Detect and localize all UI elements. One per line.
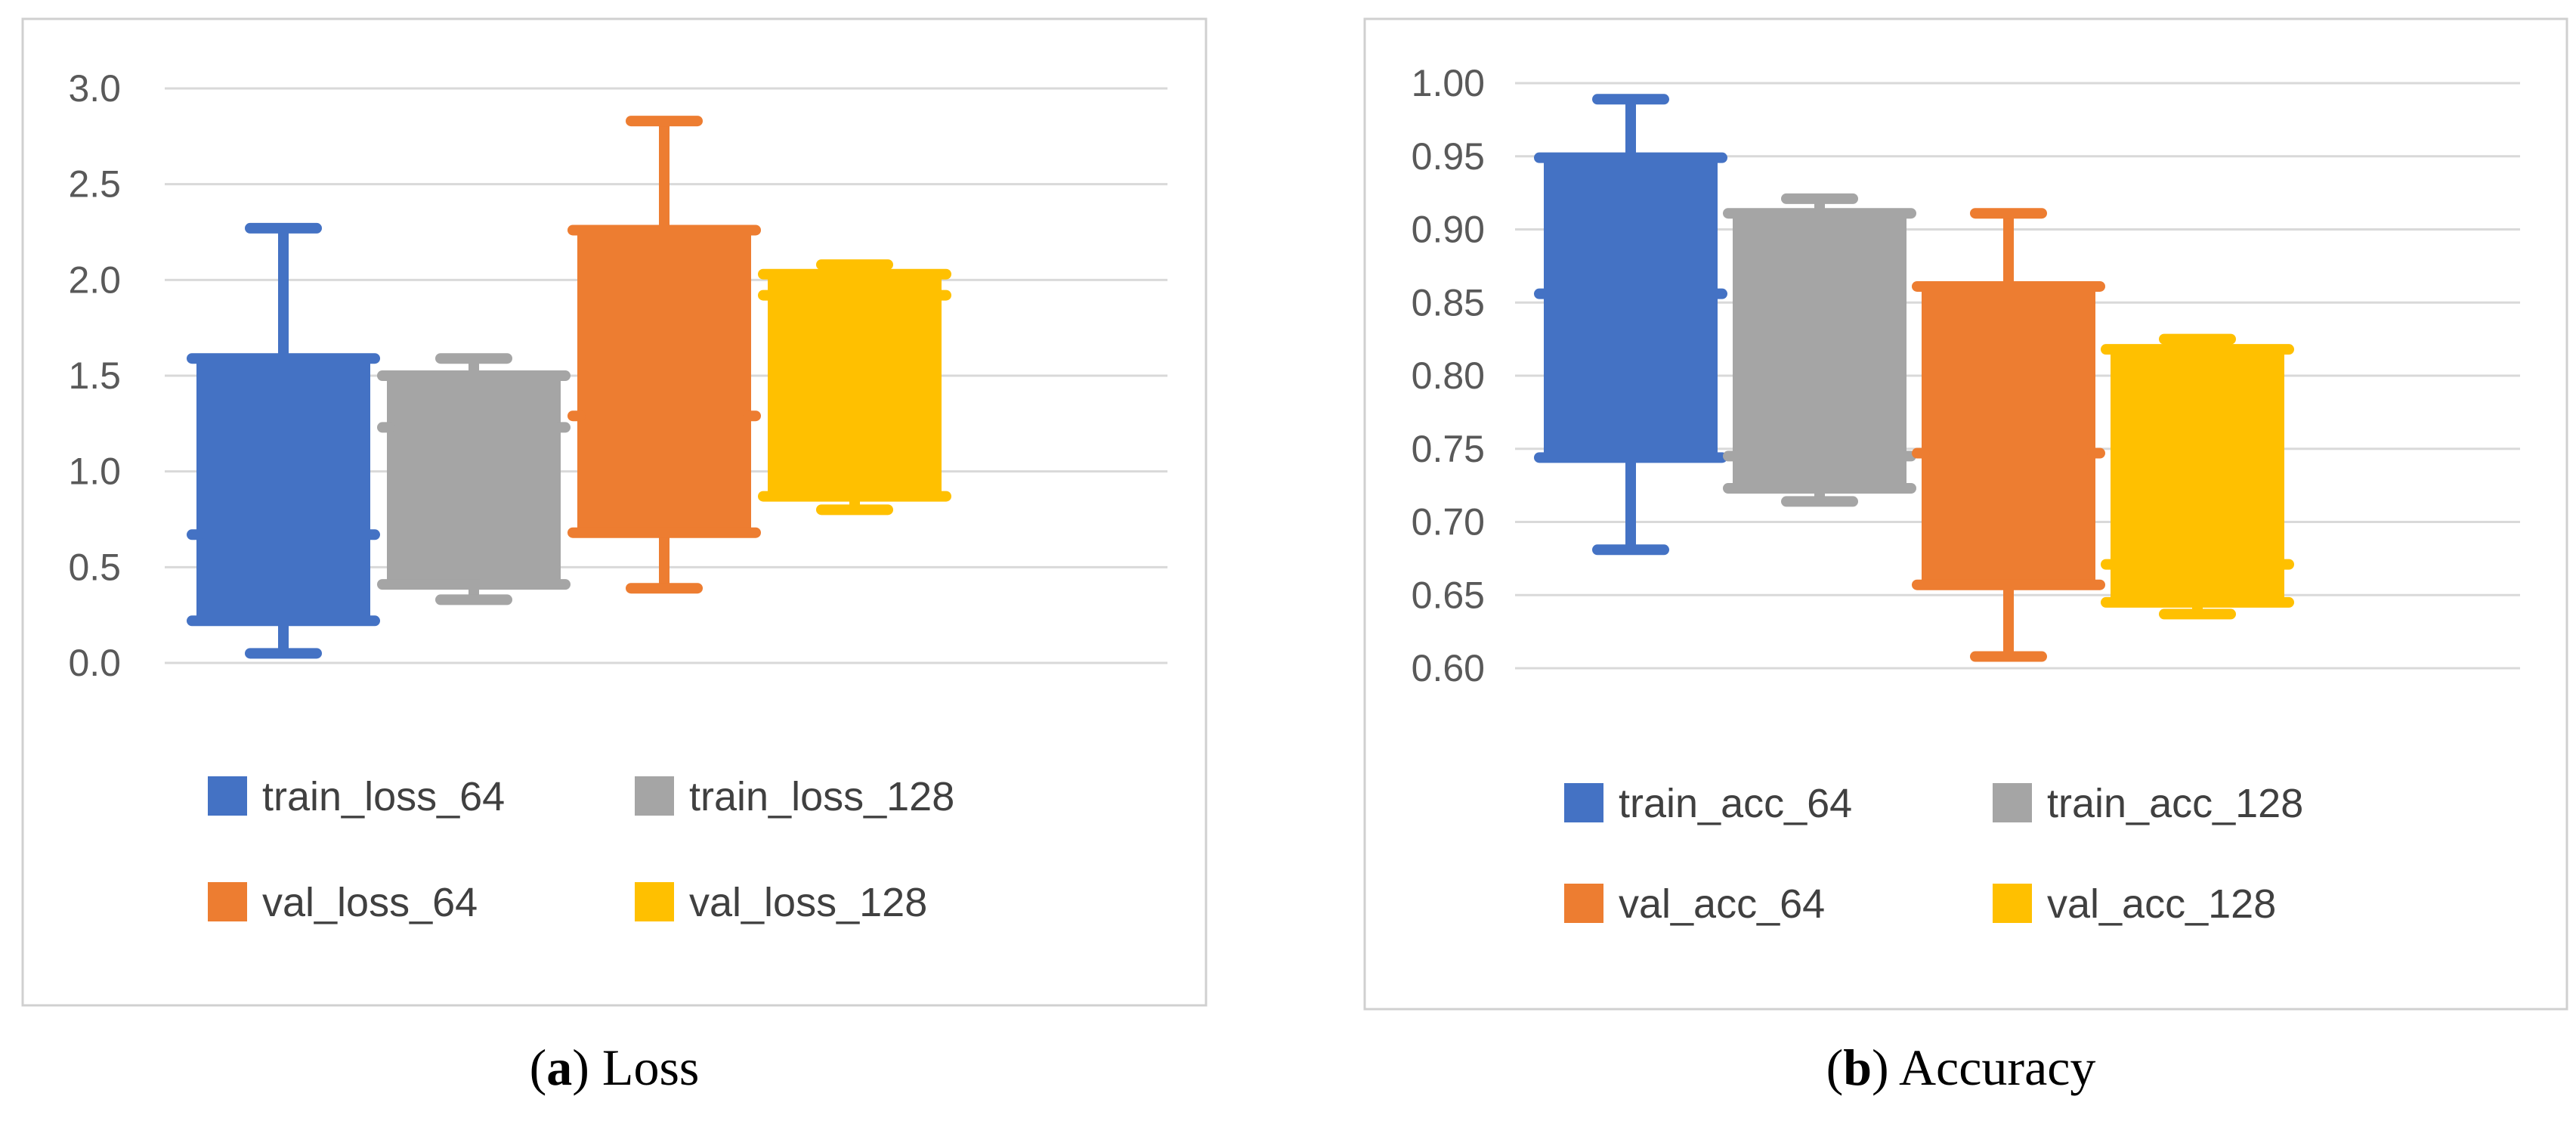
legend: train_acc_64 train_acc_128 val_acc_64 val_a… [1564, 781, 2303, 927]
legend-swatch-train_acc_64 [1564, 783, 1603, 822]
legend-label-train_loss_128: train_loss_128 [689, 774, 954, 819]
caption-title: Loss [589, 1039, 699, 1096]
box-train_loss_128 [377, 353, 571, 605]
iqr-box [577, 230, 751, 533]
legend-label-train_loss_64: train_loss_64 [262, 774, 505, 819]
legend-label-val_acc_128: val_acc_128 [2047, 881, 2276, 927]
y-tick-label: 0.0 [68, 642, 121, 684]
box-val_acc_64 [1912, 208, 2105, 662]
y-tick-label: 0.60 [1412, 647, 1485, 689]
legend-swatch-val_loss_64 [208, 882, 247, 921]
legend-label-train_acc_64: train_acc_64 [1619, 781, 1852, 826]
y-tick-label: 0.65 [1412, 574, 1485, 616]
y-axis-tick-labels: 0.60 0.65 0.70 0.75 0.80 0.85 0.90 0.95 1.00 [1412, 62, 1485, 689]
caption-a: (a) Loss [530, 1039, 700, 1096]
y-axis-tick-labels: 0.0 0.5 1.0 1.5 2.0 2.5 3.0 [68, 67, 121, 684]
legend-swatch-train_acc_128 [1993, 783, 2032, 822]
y-tick-label: 2.0 [68, 259, 121, 301]
y-tick-label: 0.75 [1412, 428, 1485, 470]
iqr-box [1733, 213, 1906, 488]
caption-letter: a [546, 1039, 572, 1096]
loss-chart-panel: 0.00.51.01.52.02.53.0 train_loss_64 train… [21, 17, 1208, 1007]
y-tick-label: 3.0 [68, 67, 121, 110]
box-train_acc_128 [1723, 193, 1916, 507]
y-tick-label: 0.85 [1412, 281, 1485, 324]
caption-title: Accuracy [1889, 1039, 2096, 1096]
box-plots [187, 116, 951, 659]
iqr-box [1544, 157, 1718, 458]
y-tick-label: 0.90 [1412, 209, 1485, 251]
y-tick-label: 0.95 [1412, 135, 1485, 178]
y-tick-label: 1.00 [1412, 62, 1485, 104]
legend-swatch-val_loss_128 [635, 882, 674, 921]
y-tick-label: 0.80 [1412, 355, 1485, 397]
y-tick-label: 0.70 [1412, 501, 1485, 543]
accuracy-chart-panel: 0.60 0.65 0.70 0.75 0.80 0.85 0.90 0.95 1.00 tra… [1363, 17, 2568, 1011]
legend-label-val_acc_64: val_acc_64 [1619, 881, 1825, 927]
box-val_acc_128 [2101, 333, 2294, 620]
box-val_loss_128 [758, 259, 951, 516]
iqr-box [2111, 349, 2284, 602]
caption-letter: b [1843, 1039, 1872, 1096]
box-train_acc_64 [1534, 94, 1727, 556]
iqr-box [1922, 286, 2095, 585]
y-tick-label: 1.0 [68, 451, 121, 493]
box-val_loss_64 [567, 116, 761, 594]
legend-swatch-val_acc_64 [1564, 884, 1603, 923]
y-tick-label: 2.5 [68, 163, 121, 206]
caption-b: (b) Accuracy [1826, 1039, 2096, 1096]
legend-swatch-val_acc_128 [1993, 884, 2032, 923]
iqr-box [196, 358, 370, 621]
y-tick-label: 0.5 [68, 546, 121, 588]
legend-swatch-train_loss_64 [208, 776, 247, 816]
box-train_loss_64 [187, 222, 380, 659]
legend-swatch-train_loss_128 [635, 776, 674, 816]
legend-label-train_acc_128: train_acc_128 [2047, 781, 2303, 826]
y-tick-label: 1.5 [68, 355, 121, 397]
box-plots [1534, 94, 2294, 662]
legend-label-val_loss_64: val_loss_64 [262, 880, 478, 925]
iqr-box [387, 376, 561, 585]
legend-label-val_loss_128: val_loss_128 [689, 880, 927, 925]
iqr-box [768, 274, 942, 497]
legend: train_loss_64 train_loss_128 val_loss_64 va… [208, 774, 954, 925]
